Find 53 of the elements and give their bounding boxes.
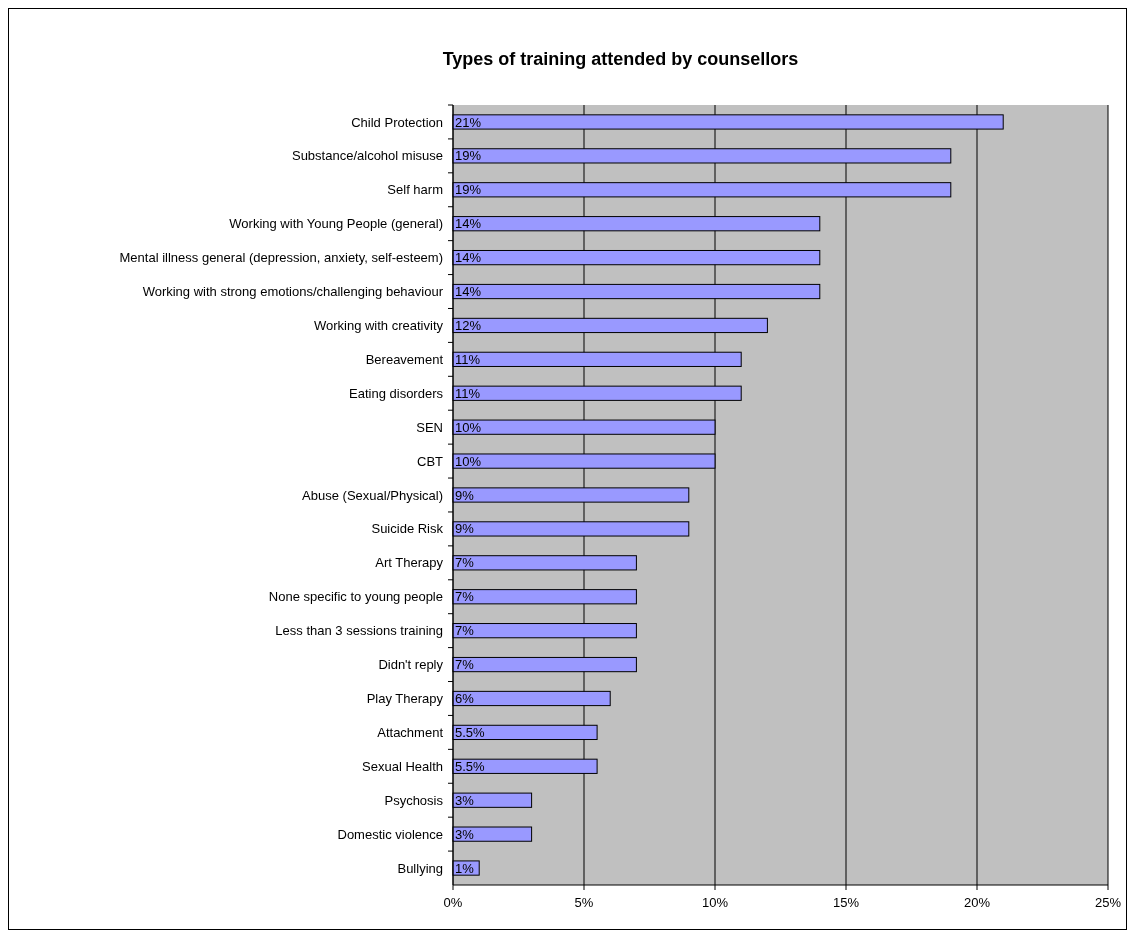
data-label: 7% — [455, 555, 475, 571]
data-label: 7% — [455, 589, 475, 605]
x-tick-label: 25% — [1094, 895, 1122, 910]
y-tick-label: Didn't reply — [378, 657, 444, 673]
y-tick-label: Working with creativity — [313, 317, 444, 333]
x-tick-label: 0% — [443, 895, 463, 910]
y-tick-label: Bereavement — [365, 351, 444, 367]
y-tick-label: Less than 3 sessions training — [275, 623, 443, 639]
data-label: 11% — [455, 385, 481, 401]
data-label: 14% — [455, 250, 482, 266]
data-label: 21% — [455, 114, 482, 130]
chart-title: Types of training attended by counsellors — [442, 49, 799, 69]
x-tick-label: 15% — [832, 895, 860, 910]
y-tick-label: Psychosis — [384, 792, 444, 808]
data-label: 19% — [455, 148, 482, 164]
data-label: 11% — [455, 351, 481, 367]
data-label: 3% — [455, 826, 475, 842]
data-label: 7% — [455, 657, 475, 673]
y-tick-label: Mental illness general (depression, anxiety, self-esteem) — [119, 250, 443, 266]
y-tick-label: Eating disorders — [349, 385, 444, 401]
y-tick-label: Working with strong emotions/challenging behaviour — [142, 284, 444, 300]
y-tick-label: Play Therapy — [366, 691, 444, 707]
data-label: 9% — [455, 521, 475, 537]
y-tick-label: Suicide Risk — [371, 521, 444, 537]
data-label: 3% — [455, 792, 475, 808]
x-tick-label: 20% — [963, 895, 991, 910]
y-tick-label: None specific to young people — [268, 589, 443, 605]
data-label: 19% — [455, 182, 482, 198]
data-label: 14% — [455, 216, 482, 232]
y-tick-label: Abuse (Sexual/Physical) — [302, 487, 443, 503]
data-label: 10% — [455, 419, 482, 435]
y-tick-label: Self harm — [387, 182, 443, 198]
data-label: 10% — [455, 453, 482, 469]
y-tick-label: Attachment — [377, 724, 444, 740]
y-tick-label: Child Protection — [351, 114, 443, 130]
data-label: 14% — [455, 284, 482, 300]
data-label: 9% — [455, 487, 475, 503]
x-tick-label: 10% — [701, 895, 729, 910]
y-tick-label: CBT — [417, 453, 444, 469]
data-label: 12% — [455, 317, 482, 333]
y-tick-label: Substance/alcohol misuse — [291, 148, 443, 164]
y-tick-label: Working with Young People (general) — [229, 216, 443, 232]
data-label: 1% — [455, 860, 475, 876]
data-label: 5.5% — [455, 724, 486, 740]
data-label: 7% — [455, 623, 475, 639]
y-tick-label: Sexual Health — [362, 758, 443, 774]
data-label: 5.5% — [455, 758, 486, 774]
x-tick-label: 5% — [574, 895, 594, 910]
y-tick-label: Bullying — [397, 860, 443, 876]
y-tick-label: SEN — [416, 419, 443, 435]
y-tick-label: Domestic violence — [337, 826, 443, 842]
data-label: 6% — [455, 691, 475, 707]
y-tick-label: Art Therapy — [375, 555, 444, 571]
